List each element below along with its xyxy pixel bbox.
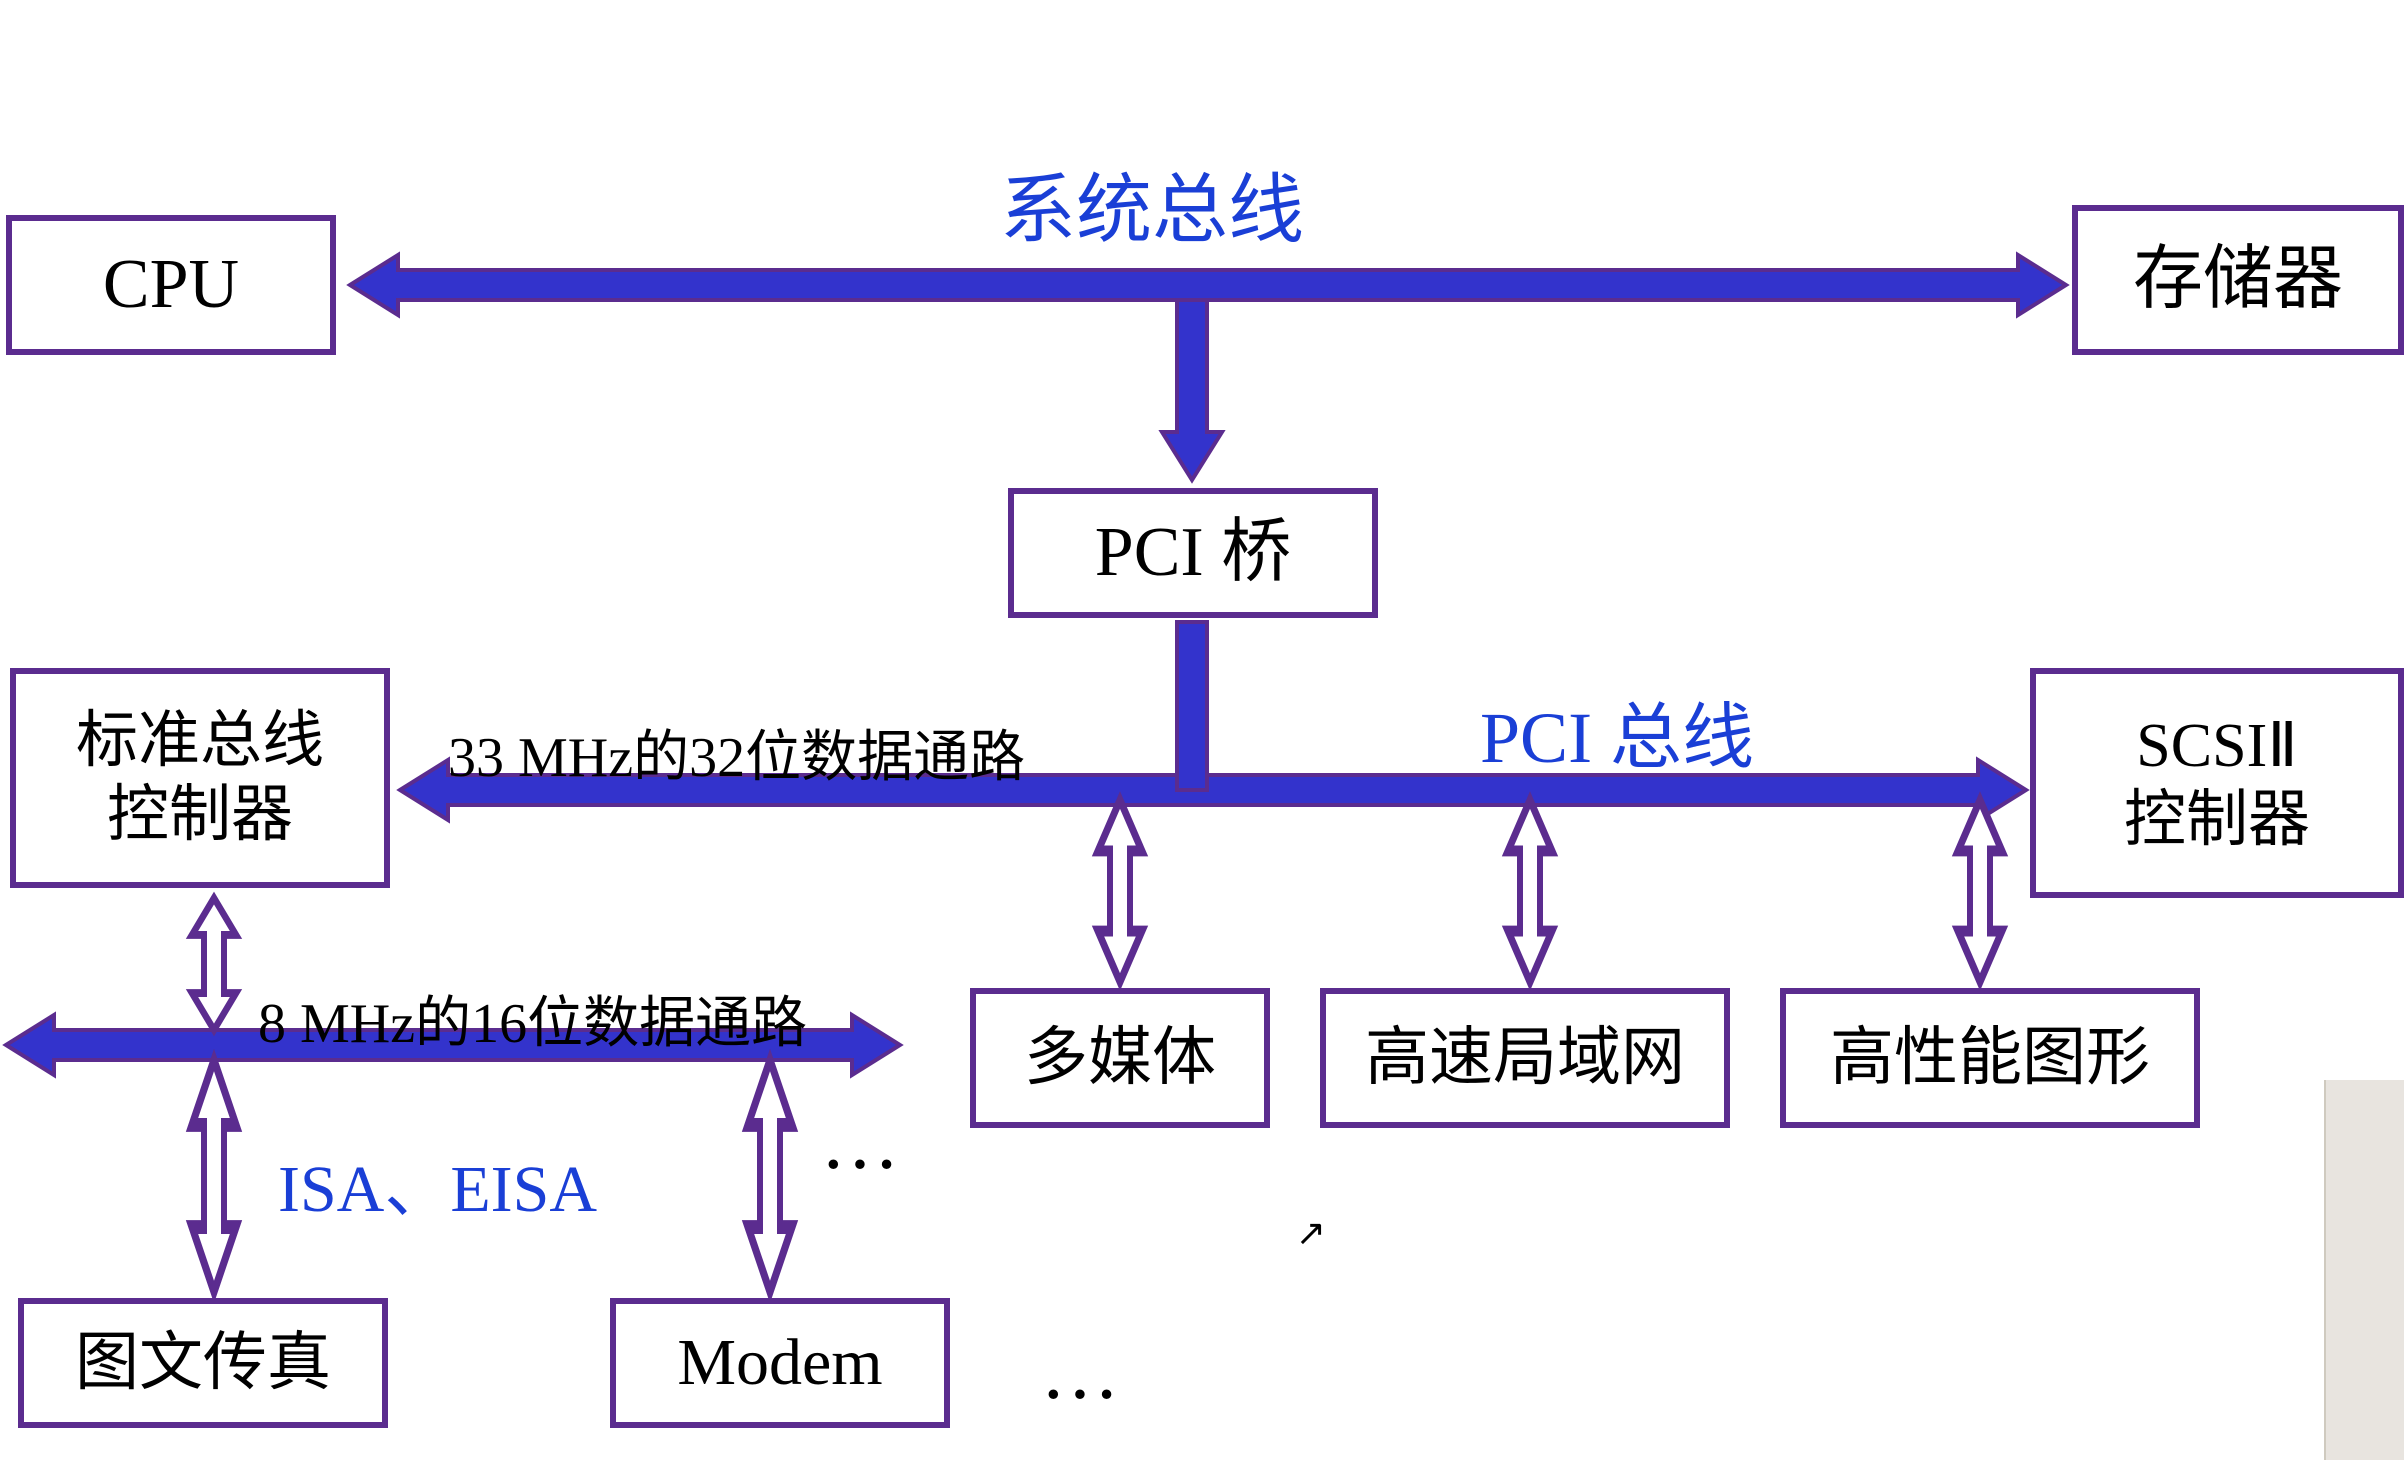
node-label-cpu: CPU <box>103 243 239 327</box>
connector-a_stdbus <box>192 898 236 1030</box>
node-modem: Modem <box>610 1298 950 1428</box>
node-label-graphics: 高性能图形 <box>1830 1020 2150 1097</box>
node-label-memory: 存储器 <box>2133 238 2343 322</box>
label-datapath2: 8 MHz的16位数据通路 <box>258 978 807 1059</box>
node-label-stdbus: 标准总线 控制器 <box>76 704 324 853</box>
node-stdbus: 标准总线 控制器 <box>10 668 390 888</box>
node-label-fax: 图文传真 <box>75 1325 331 1402</box>
label-dots1: ··· <box>820 1120 900 1211</box>
node-pcibridge: PCI 桥 <box>1008 488 1378 618</box>
vlink-bridge_to_pci <box>1177 622 1207 790</box>
node-lan: 高速局域网 <box>1320 988 1730 1128</box>
label-datapath1: 33 MHz的32位数据通路 <box>448 712 1025 793</box>
node-label-pcibridge: PCI 桥 <box>1095 511 1291 595</box>
bus-systembus <box>350 255 2066 315</box>
node-label-lan: 高速局域网 <box>1365 1020 1685 1097</box>
label-isaeisa: ISA、EISA <box>278 1135 597 1231</box>
node-graphics: 高性能图形 <box>1780 988 2200 1128</box>
node-label-modem: Modem <box>677 1323 882 1402</box>
connector-a_modem <box>748 1060 792 1292</box>
node-memory: 存储器 <box>2072 205 2404 355</box>
node-scsi: SCSIⅡ 控制器 <box>2030 668 2404 898</box>
label-pcibus: PCI 总线 <box>1480 678 1754 783</box>
node-fax: 图文传真 <box>18 1298 388 1428</box>
node-label-scsi: SCSIⅡ 控制器 <box>2124 709 2310 858</box>
photo-corner <box>2324 1080 2404 1460</box>
connector-a_fax <box>192 1060 236 1292</box>
label-dots2: ··· <box>1040 1350 1120 1441</box>
node-label-multimedia: 多媒体 <box>1024 1020 1216 1097</box>
label-sysbus: 系统总线 <box>1000 148 1304 258</box>
connector-a_multimedia <box>1098 800 1142 982</box>
mouse-cursor-icon: ↖ <box>1296 1212 1326 1254</box>
node-cpu: CPU <box>6 215 336 355</box>
connector-a_lan <box>1508 800 1552 982</box>
connector-a_graphics <box>1958 800 2002 982</box>
node-multimedia: 多媒体 <box>970 988 1270 1128</box>
vlink-sys_to_bridge <box>1162 300 1222 480</box>
